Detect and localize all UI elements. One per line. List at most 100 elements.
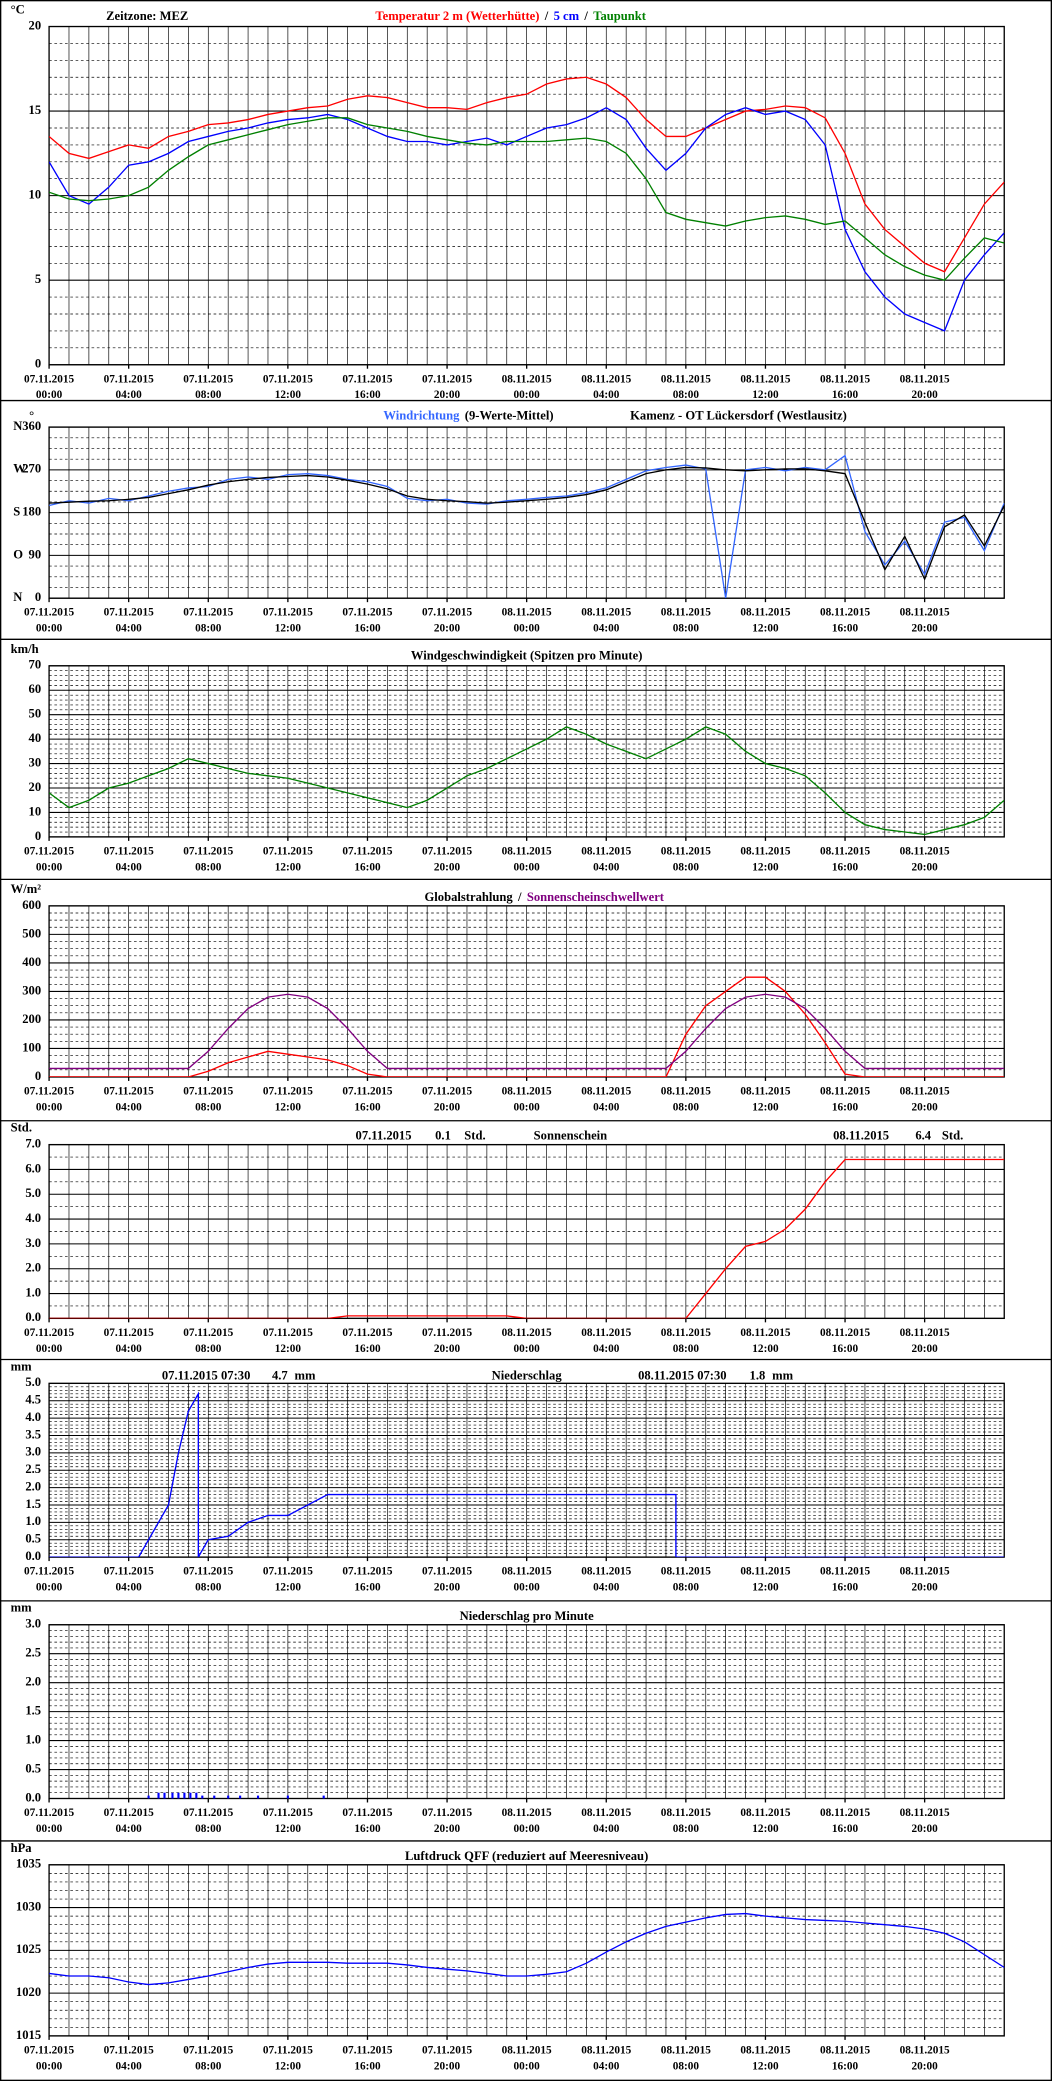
y-tick-label: 2.0 bbox=[25, 1479, 41, 1493]
x-tick-label: 07.11.2015 00:00 bbox=[24, 373, 74, 401]
y-tick-label: 500 bbox=[22, 926, 41, 940]
x-tick-label: 08.11.2015 04:00 bbox=[581, 1085, 631, 1113]
x-tick-label: 08.11.2015 08:00 bbox=[661, 1807, 711, 1835]
y-tick-label: 60 bbox=[29, 682, 42, 696]
x-tick-label: 08.11.2015 12:00 bbox=[740, 845, 790, 873]
bar bbox=[239, 1795, 242, 1799]
bar bbox=[201, 1795, 204, 1799]
x-tick-label: 08.11.2015 04:00 bbox=[581, 1565, 631, 1593]
plot-frame bbox=[48, 1624, 1005, 1800]
panel-title: Globalstrahlung / Sonnenscheinschwellwert bbox=[425, 890, 665, 904]
plot-frame bbox=[48, 665, 1005, 838]
y-tick-label: 0.0 bbox=[25, 1549, 41, 1563]
panel-title: 07.11.2015 bbox=[356, 1129, 412, 1143]
data-line bbox=[49, 726, 1005, 836]
panel: 0 10 20 30 40 50 60 70 07.11.2015 00:00 07.11.2015… bbox=[0, 638, 1052, 873]
bar bbox=[286, 1795, 289, 1799]
y-tick-label: 0 bbox=[35, 829, 41, 843]
y-tick-label: 5.0 bbox=[25, 1375, 41, 1389]
x-tick-label: 08.11.2015 16:00 bbox=[820, 1807, 870, 1835]
title-text: 08.11.2015 07:30 bbox=[638, 1369, 727, 1383]
y-axis-unit: hPa bbox=[11, 1841, 33, 1855]
x-tick-label: 08.11.2015 04:00 bbox=[581, 845, 631, 873]
title-text: Std. bbox=[942, 1129, 963, 1143]
x-tick-label: 07.11.2015 00:00 bbox=[24, 606, 74, 634]
title-text: 0.1 bbox=[435, 1129, 451, 1143]
y-tick-label: 1035 bbox=[16, 1857, 41, 1871]
data-line bbox=[49, 466, 1005, 581]
x-tick-label: 07.11.2015 16:00 bbox=[342, 845, 392, 873]
x-tick-label: 07.11.2015 04:00 bbox=[104, 373, 154, 401]
y-tick-label: 3.0 bbox=[25, 1445, 41, 1459]
data-line bbox=[49, 454, 1005, 599]
y-tick-label: 0.5 bbox=[25, 1532, 41, 1546]
bar bbox=[157, 1792, 160, 1799]
legend-entry: (9-Werte-Mittel) bbox=[465, 408, 554, 422]
panel-title: 4.7 bbox=[272, 1369, 288, 1383]
x-tick-label: 07.11.2015 12:00 bbox=[263, 606, 313, 634]
x-tick-label: 07.11.2015 16:00 bbox=[342, 1565, 392, 1593]
y-tick-label: 1015 bbox=[16, 2028, 41, 2042]
plot-frame bbox=[48, 1382, 1005, 1558]
y-axis-unit: Std. bbox=[11, 1121, 32, 1135]
x-tick-label: 07.11.2015 20:00 bbox=[422, 1565, 472, 1593]
y-tick-label: 7.0 bbox=[25, 1137, 41, 1151]
x-tick-label: 08.11.2015 00:00 bbox=[502, 606, 552, 634]
x-tick-label: 07.11.2015 08:00 bbox=[183, 1807, 233, 1835]
x-tick-label: 07.11.2015 08:00 bbox=[183, 1565, 233, 1593]
x-tick-label: 08.11.2015 16:00 bbox=[820, 845, 870, 873]
x-tick-label: 08.11.2015 08:00 bbox=[661, 1565, 711, 1593]
data-line bbox=[49, 76, 1005, 273]
panel-title: 08.11.2015 bbox=[833, 1129, 889, 1143]
title-text: Kamenz - OT Lückersdorf (Westlausitz) bbox=[630, 408, 847, 422]
data-line bbox=[49, 106, 1005, 332]
title-text: 4.7 bbox=[272, 1369, 288, 1383]
compass-label: W bbox=[13, 462, 26, 476]
title-text: 6.4 bbox=[915, 1129, 931, 1143]
x-tick-label: 08.11.2015 16:00 bbox=[820, 2044, 870, 2072]
x-tick-label: 07.11.2015 20:00 bbox=[422, 1327, 472, 1355]
x-tick-label: 08.11.2015 16:00 bbox=[820, 1327, 870, 1355]
data-line bbox=[49, 117, 1005, 281]
compass-label: N bbox=[13, 419, 22, 433]
y-tick-label: 4.0 bbox=[25, 1211, 41, 1225]
panel-title: 1.8 bbox=[750, 1369, 766, 1383]
x-tick-label: 07.11.2015 08:00 bbox=[183, 373, 233, 401]
title-text: Luftdruck QFF (reduziert auf Meeresnivea… bbox=[405, 1849, 648, 1863]
y-tick-label: 1.0 bbox=[25, 1732, 41, 1746]
y-tick-label: 1.5 bbox=[25, 1497, 41, 1511]
x-tick-label: 08.11.2015 00:00 bbox=[502, 1807, 552, 1835]
y-tick-label: 50 bbox=[29, 707, 42, 721]
y-axis-unit: ° bbox=[29, 408, 34, 422]
legend-entry: Temperatur 2 m (Wetterhütte) bbox=[375, 9, 539, 23]
y-axis-unit: mm bbox=[11, 1601, 32, 1615]
panel-title: Zeitzone: MEZ bbox=[106, 9, 188, 23]
y-tick-label: 5 bbox=[35, 272, 41, 286]
x-tick-label: 07.11.2015 12:00 bbox=[263, 1807, 313, 1835]
title-text: Sonnenschein bbox=[534, 1129, 608, 1143]
x-tick-label: 07.11.2015 16:00 bbox=[342, 1327, 392, 1355]
panel-title: Temperatur 2 m (Wetterhütte)/5 cm / Taupun… bbox=[375, 9, 646, 23]
y-tick-label: 10 bbox=[29, 804, 42, 818]
x-tick-label: 08.11.2015 04:00 bbox=[581, 606, 631, 634]
y-tick-label: 0.0 bbox=[25, 1310, 41, 1324]
x-tick-label: 08.11.2015 16:00 bbox=[820, 606, 870, 634]
title-text: Windgeschwindigkeit (Spitzen pro Minute) bbox=[411, 648, 643, 662]
data-line bbox=[49, 976, 1005, 1077]
x-tick-label: 08.11.2015 20:00 bbox=[900, 1327, 950, 1355]
panel-title: Niederschlag pro Minute bbox=[460, 1609, 595, 1623]
panel-title: Windrichtung (9-Werte-Mittel) bbox=[383, 408, 553, 422]
plot-frame bbox=[48, 426, 1005, 599]
x-tick-label: 08.11.2015 12:00 bbox=[740, 1327, 790, 1355]
panel-title: 07.11.2015 07:30 bbox=[162, 1369, 251, 1383]
y-tick-label: 15 bbox=[29, 103, 42, 117]
x-tick-label: 08.11.2015 00:00 bbox=[502, 1565, 552, 1593]
x-tick-label: 08.11.2015 20:00 bbox=[900, 1807, 950, 1835]
x-tick-label: 08.11.2015 00:00 bbox=[502, 845, 552, 873]
y-tick-label: 3.0 bbox=[25, 1617, 41, 1631]
x-tick-label: 08.11.2015 00:00 bbox=[502, 1327, 552, 1355]
y-tick-label: 3.0 bbox=[25, 1236, 41, 1250]
x-tick-label: 08.11.2015 20:00 bbox=[900, 845, 950, 873]
y-tick-label: 0 bbox=[35, 357, 41, 371]
x-tick-label: 07.11.2015 00:00 bbox=[24, 1807, 74, 1835]
